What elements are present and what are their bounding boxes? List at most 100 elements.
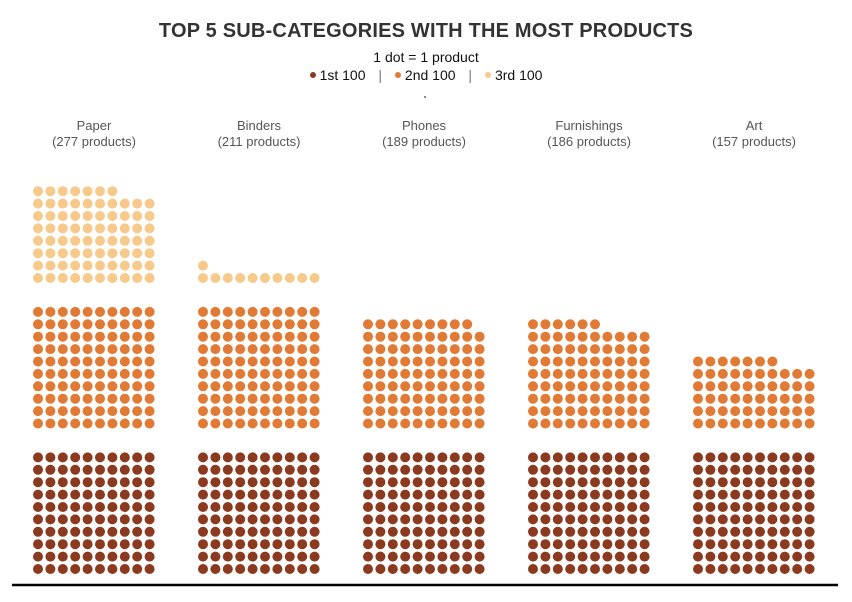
product-dot[interactable] xyxy=(779,393,790,404)
product-dot[interactable] xyxy=(693,368,703,379)
product-dot[interactable] xyxy=(247,564,258,574)
product-dot[interactable] xyxy=(33,418,43,429)
product-dot[interactable] xyxy=(309,319,320,330)
product-dot[interactable] xyxy=(70,331,81,342)
product-dot[interactable] xyxy=(602,393,613,404)
product-dot[interactable] xyxy=(309,368,320,379)
product-dot[interactable] xyxy=(132,381,143,392)
product-dot[interactable] xyxy=(95,186,105,197)
product-dot[interactable] xyxy=(528,331,538,342)
product-dot[interactable] xyxy=(45,381,56,392)
product-dot[interactable] xyxy=(804,551,815,562)
product-dot[interactable] xyxy=(82,248,93,259)
product-dot[interactable] xyxy=(70,539,81,550)
product-dot[interactable] xyxy=(792,502,803,512)
product-dot[interactable] xyxy=(614,539,625,550)
product-dot[interactable] xyxy=(730,356,741,367)
product-dot[interactable] xyxy=(70,489,81,500)
product-dot[interactable] xyxy=(210,526,221,537)
product-dot[interactable] xyxy=(552,477,563,488)
product-dot[interactable] xyxy=(57,564,68,574)
product-dot[interactable] xyxy=(425,502,435,512)
product-dot[interactable] xyxy=(107,356,118,367)
product-dot[interactable] xyxy=(425,539,435,550)
product-dot[interactable] xyxy=(425,344,435,355)
product-dot[interactable] xyxy=(602,381,613,392)
product-dot[interactable] xyxy=(309,539,320,550)
product-dot[interactable] xyxy=(119,260,130,271)
product-dot[interactable] xyxy=(222,356,233,367)
product-dot[interactable] xyxy=(144,319,155,330)
product-dot[interactable] xyxy=(375,564,386,574)
product-dot[interactable] xyxy=(779,514,790,525)
product-dot[interactable] xyxy=(57,260,68,271)
product-dot[interactable] xyxy=(462,319,473,330)
product-dot[interactable] xyxy=(804,418,815,429)
product-dot[interactable] xyxy=(33,502,43,512)
product-dot[interactable] xyxy=(462,564,473,574)
product-dot[interactable] xyxy=(717,539,728,550)
product-dot[interactable] xyxy=(272,406,283,417)
product-dot[interactable] xyxy=(437,331,448,342)
product-dot[interactable] xyxy=(297,418,308,429)
product-dot[interactable] xyxy=(33,223,43,234)
product-dot[interactable] xyxy=(132,489,143,500)
product-dot[interactable] xyxy=(119,344,130,355)
product-dot[interactable] xyxy=(82,319,93,330)
product-dot[interactable] xyxy=(552,452,563,463)
product-dot[interactable] xyxy=(614,526,625,537)
product-dot[interactable] xyxy=(693,406,703,417)
product-dot[interactable] xyxy=(235,502,246,512)
product-dot[interactable] xyxy=(552,356,563,367)
product-dot[interactable] xyxy=(804,489,815,500)
product-dot[interactable] xyxy=(705,477,716,488)
product-dot[interactable] xyxy=(730,564,741,574)
product-dot[interactable] xyxy=(804,381,815,392)
product-dot[interactable] xyxy=(235,306,246,317)
product-dot[interactable] xyxy=(260,406,270,417)
product-dot[interactable] xyxy=(614,406,625,417)
product-dot[interactable] xyxy=(260,551,270,562)
product-dot[interactable] xyxy=(552,406,563,417)
product-dot[interactable] xyxy=(590,564,600,574)
product-dot[interactable] xyxy=(462,406,473,417)
product-dot[interactable] xyxy=(590,477,600,488)
product-dot[interactable] xyxy=(540,393,551,404)
product-dot[interactable] xyxy=(540,418,551,429)
product-dot[interactable] xyxy=(717,564,728,574)
product-dot[interactable] xyxy=(779,368,790,379)
product-dot[interactable] xyxy=(363,514,373,525)
product-dot[interactable] xyxy=(375,368,386,379)
product-dot[interactable] xyxy=(792,381,803,392)
product-dot[interactable] xyxy=(235,331,246,342)
product-dot[interactable] xyxy=(437,502,448,512)
product-dot[interactable] xyxy=(462,539,473,550)
product-dot[interactable] xyxy=(210,514,221,525)
product-dot[interactable] xyxy=(297,502,308,512)
product-dot[interactable] xyxy=(614,344,625,355)
product-dot[interactable] xyxy=(412,381,423,392)
product-dot[interactable] xyxy=(375,551,386,562)
product-dot[interactable] xyxy=(425,331,435,342)
product-dot[interactable] xyxy=(590,368,600,379)
product-dot[interactable] xyxy=(33,514,43,525)
product-dot[interactable] xyxy=(449,418,460,429)
product-dot[interactable] xyxy=(222,539,233,550)
product-dot[interactable] xyxy=(260,464,270,475)
product-dot[interactable] xyxy=(375,514,386,525)
product-dot[interactable] xyxy=(119,319,130,330)
product-dot[interactable] xyxy=(767,464,778,475)
product-dot[interactable] xyxy=(363,406,373,417)
product-dot[interactable] xyxy=(449,514,460,525)
product-dot[interactable] xyxy=(297,381,308,392)
product-dot[interactable] xyxy=(70,235,81,246)
product-dot[interactable] xyxy=(462,452,473,463)
product-dot[interactable] xyxy=(272,418,283,429)
product-dot[interactable] xyxy=(474,526,485,537)
product-dot[interactable] xyxy=(437,368,448,379)
product-dot[interactable] xyxy=(107,489,118,500)
product-dot[interactable] xyxy=(132,198,143,209)
product-dot[interactable] xyxy=(375,489,386,500)
product-dot[interactable] xyxy=(95,502,105,512)
product-dot[interactable] xyxy=(107,331,118,342)
